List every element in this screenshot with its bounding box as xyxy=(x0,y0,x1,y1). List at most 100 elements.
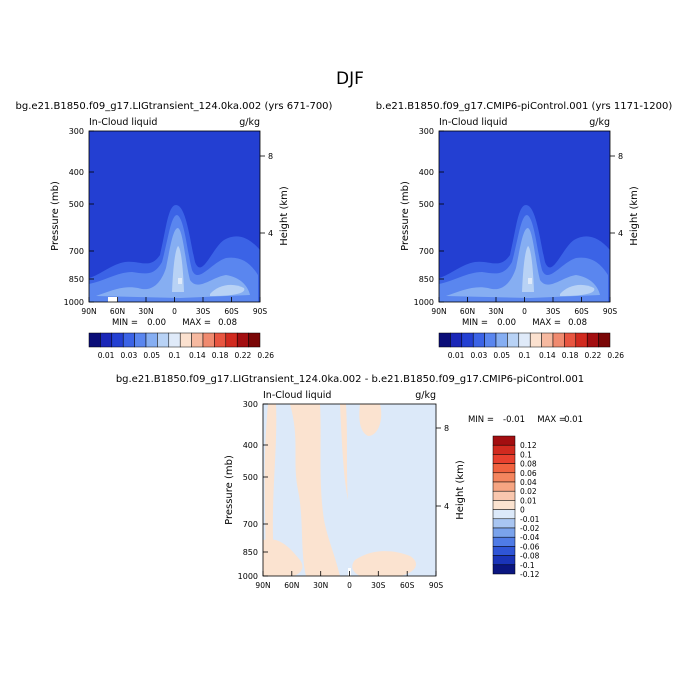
colorbar-label: 0.04 xyxy=(520,478,537,487)
colorbar-label: -0.1 xyxy=(520,561,535,570)
panel-3-right-axis-label: Height (km) xyxy=(455,460,466,520)
panel-2: b.e21.B1850.f09_g17.CMIP6-piControl.001 … xyxy=(376,101,673,360)
colorbar-swatch xyxy=(492,546,516,556)
panel-3-xtick-label: 60S xyxy=(400,581,415,590)
panel-1-ytick-label: 500 xyxy=(69,200,84,209)
colorbar-label: -0.02 xyxy=(520,524,540,533)
colorbar-label: 0.18 xyxy=(562,351,579,360)
panel-1-xtick-label: 30N xyxy=(138,307,153,316)
panel-1-left-ticks xyxy=(89,130,94,303)
page-title: DJF xyxy=(336,69,364,89)
colorbar-label: 0.01 xyxy=(448,351,465,360)
colorbar-swatch xyxy=(88,332,101,348)
colorbar-label: 0.26 xyxy=(607,351,624,360)
colorbar-swatch xyxy=(492,509,516,520)
colorbar-swatch xyxy=(248,332,261,348)
panel-1-ytick-label: 1000 xyxy=(64,298,84,307)
panel-2-right-tick-label: 4 xyxy=(618,229,623,238)
colorbar-swatch xyxy=(225,332,238,348)
colorbar-label: 0.14 xyxy=(189,351,206,360)
panel-3-xtick-label: 90S xyxy=(429,581,444,590)
colorbar-swatch xyxy=(492,444,516,455)
colorbar-swatch xyxy=(541,332,554,348)
panel-1-units: g/kg xyxy=(239,117,260,128)
colorbar-label: 0.03 xyxy=(121,351,138,360)
panel-1-max-label: MAX = xyxy=(182,318,211,328)
colorbar-label: 0.08 xyxy=(520,460,537,469)
colorbar-swatch xyxy=(529,332,542,348)
colorbar-swatch xyxy=(461,332,474,348)
panel-1-variable-label: In-Cloud liquid xyxy=(89,117,157,128)
panel-2-x-ticks xyxy=(438,297,611,302)
colorbar-label: 0.1 xyxy=(519,351,531,360)
colorbar-swatch xyxy=(507,332,520,348)
panel-1-right-tick-label: 4 xyxy=(268,229,273,238)
colorbar-label: 0.05 xyxy=(493,351,510,360)
colorbar-swatch xyxy=(236,332,249,348)
panel-1-plot-area xyxy=(88,130,261,303)
panel-3-colorbar: 0.120.10.080.060.040.020.010-0.01-0.02-0… xyxy=(492,435,540,579)
colorbar-swatch xyxy=(492,454,516,464)
panel-1-xtick-label: 60N xyxy=(110,307,125,316)
panel-2-left-ticks xyxy=(439,130,444,303)
panel-3-xtick-label: 0 xyxy=(347,581,352,590)
panel-2-units: g/kg xyxy=(589,117,610,128)
colorbar-swatch xyxy=(100,332,113,348)
panel-3-plot-area xyxy=(262,403,437,577)
colorbar-swatch xyxy=(495,332,508,348)
colorbar-swatch xyxy=(552,332,565,348)
colorbar-swatch xyxy=(179,332,192,348)
panel-2-y-axis-label: Pressure (mb) xyxy=(400,181,411,251)
colorbar-swatch xyxy=(438,332,451,348)
colorbar-label: 0.22 xyxy=(235,351,252,360)
colorbar-label: 0 xyxy=(520,506,525,515)
colorbar-label: 0.01 xyxy=(98,351,115,360)
colorbar-swatch xyxy=(492,500,516,510)
colorbar-label: 0.06 xyxy=(520,469,537,478)
colorbar-swatch xyxy=(492,481,516,492)
panel-3-right-tick-label: 4 xyxy=(444,502,449,511)
panel-1-xtick-label: 90N xyxy=(81,307,96,316)
panel-1-xtick-label: 90S xyxy=(253,307,268,316)
panel-2-title: b.e21.B1850.f09_g17.CMIP6-piControl.001 … xyxy=(376,101,673,112)
colorbar-swatch xyxy=(202,332,215,348)
panel-1-max-value: 0.08 xyxy=(218,318,237,328)
panel-2-xtick-label: 0 xyxy=(522,307,527,316)
colorbar-label: 0.22 xyxy=(585,351,602,360)
colorbar-swatch xyxy=(492,564,516,575)
panel-3-xtick-label: 30S xyxy=(371,581,386,590)
colorbar-swatch xyxy=(111,332,124,348)
colorbar-label: -0.08 xyxy=(520,552,540,561)
panel-2-xtick-label: 30N xyxy=(488,307,503,316)
panel-2-min-value: 0.00 xyxy=(497,318,516,328)
panel-3-ytick-label: 300 xyxy=(243,400,258,409)
panel-2-max-label: MAX = xyxy=(532,318,561,328)
colorbar-swatch xyxy=(191,332,204,348)
panel-3-xtick-label: 30N xyxy=(313,581,328,590)
colorbar-swatch xyxy=(472,332,485,348)
panel-3-min-label: MIN = xyxy=(468,415,494,425)
colorbar-swatch xyxy=(168,332,181,348)
panel-1-ytick-label: 850 xyxy=(69,275,84,284)
colorbar-swatch xyxy=(492,518,516,529)
panel-1-ytick-label: 700 xyxy=(69,247,84,256)
panel-1-x-ticks xyxy=(88,297,261,302)
colorbar-swatch xyxy=(492,463,516,474)
panel-2-xtick-label: 90N xyxy=(431,307,446,316)
colorbar-swatch xyxy=(492,527,516,538)
panel-3-ytick-label: 500 xyxy=(243,473,258,482)
panel-2-xtick-label: 90S xyxy=(603,307,618,316)
colorbar-label: 0.03 xyxy=(471,351,488,360)
colorbar-label: 0.02 xyxy=(520,487,537,496)
panel-1-colorbar: 0.01 0.03 0.05 0.1 0.14 0.18 0.22 0.26 xyxy=(88,332,274,360)
colorbar-label: 0.1 xyxy=(169,351,181,360)
panel-1-min-label: MIN = xyxy=(112,318,138,328)
panel-2-right-ticks xyxy=(610,155,615,234)
colorbar-label: -0.01 xyxy=(520,515,540,524)
colorbar-label: 0.01 xyxy=(520,496,537,505)
panel-2-ytick-label: 1000 xyxy=(414,298,434,307)
colorbar-swatch xyxy=(450,332,463,348)
panel-1-y-axis-label: Pressure (mb) xyxy=(50,181,61,251)
panel-3: bg.e21.B1850.f09_g17.LIGtransient_124.0k… xyxy=(116,374,584,590)
